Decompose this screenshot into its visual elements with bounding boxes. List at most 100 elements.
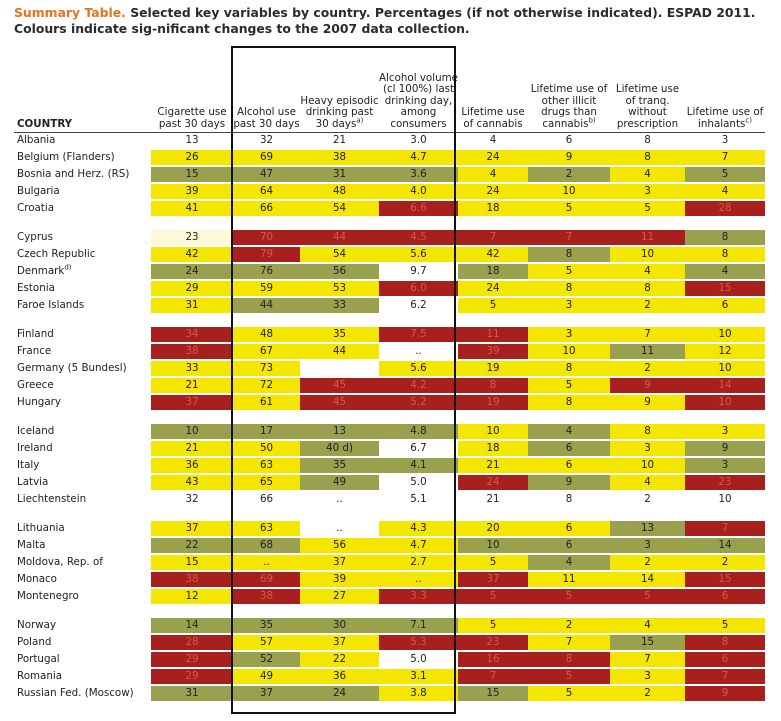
value-cell: 5 [528, 668, 610, 686]
country-name: Lithuania [17, 522, 65, 534]
value-cell: 29 [151, 651, 233, 669]
country-cell: Finland [14, 327, 151, 344]
value-cell: 76 [233, 263, 300, 281]
value-cell: 41 [151, 200, 233, 218]
table-row: Moldova, Rep. of 15.. 37 2.7 5 4 2 2 [14, 554, 765, 572]
value-cell: 56 [300, 263, 379, 281]
value-cell: 8 [528, 394, 610, 412]
country-cell: France [14, 343, 151, 361]
value-cell: 4.7 [379, 537, 458, 555]
table-row: Albania 13 32 21 3.0 4 6 8 3 [14, 132, 765, 150]
value-cell: 38 [233, 588, 300, 606]
group-spacer [14, 314, 765, 327]
value-cell: 2 [528, 618, 610, 635]
value-cell: 29 [151, 668, 233, 686]
value-cell: 7 [528, 634, 610, 652]
value-cell: 66 [233, 200, 300, 218]
value-cell: 4 [610, 618, 685, 635]
col-header-inhalants: Lifetime use of inhalantsc) [685, 50, 765, 133]
value-cell: 18 [458, 200, 528, 218]
value-cell: 38 [151, 343, 233, 361]
value-cell: 63 [233, 521, 300, 538]
value-cell: 6 [528, 457, 610, 475]
value-cell: 9 [685, 685, 765, 703]
value-cell: 8 [610, 132, 685, 150]
table-row: France 38 67 44.. 39 10 11 12 [14, 343, 765, 361]
table-row: Bulgaria 39 64 48 4.0 24 10 3 4 [14, 183, 765, 201]
value-cell: 10 [151, 424, 233, 441]
value-cell: 3.3 [379, 588, 458, 606]
country-name: Estonia [17, 282, 55, 294]
value-cell: 7 [610, 327, 685, 344]
country-cell: Liechtenstein [14, 491, 151, 509]
value-cell: 15 [610, 634, 685, 652]
value-cell: 4 [610, 263, 685, 281]
table-row: Russian Fed. (Moscow) 31 37 24 3.8 15 5 2 9 [14, 685, 765, 703]
value-cell: 4.1 [379, 457, 458, 475]
value-cell: 3.6 [379, 166, 458, 184]
value-cell: 4 [458, 166, 528, 184]
value-cell: 43 [151, 474, 233, 492]
value-cell: 5 [458, 297, 528, 315]
country-name: Romania [17, 670, 63, 682]
value-cell: 12 [151, 588, 233, 606]
country-name: Finland [17, 328, 54, 340]
value-cell: 79 [233, 246, 300, 264]
inhalants-label: Lifetime use of inhalants [686, 106, 764, 130]
value-cell: 37 [151, 521, 233, 538]
value-cell: 7 [458, 230, 528, 247]
value-cell: 8 [610, 149, 685, 167]
value-cell: 23 [685, 474, 765, 492]
table-caption: Summary Table. Selected key variables by… [14, 5, 774, 37]
col-header-illicit-drugs: Lifetime use of other illicit drugs than… [528, 50, 610, 133]
value-cell: 10 [685, 394, 765, 412]
value-cell: 69 [233, 571, 300, 589]
country-name: Montenegro [17, 590, 79, 602]
value-cell: .. [379, 343, 458, 361]
country-cell: Bulgaria [14, 183, 151, 201]
col-header-country: COUNTRY [14, 50, 151, 133]
country-name: Monaco [17, 573, 57, 585]
table-row: Monaco 38 69 39.. 37 11 14 15 [14, 571, 765, 589]
country-cell: Norway [14, 618, 151, 635]
table-row: Faroe Islands 31 44 33 6.2 5 3 2 6 [14, 297, 765, 315]
value-cell: 69 [233, 149, 300, 167]
value-cell: 28 [685, 200, 765, 218]
value-cell: 10 [528, 343, 610, 361]
value-cell: 15 [685, 280, 765, 298]
value-cell: 30 [300, 618, 379, 635]
value-cell: 23 [151, 230, 233, 247]
value-cell: 7 [685, 668, 765, 686]
country-name: Denmark [17, 265, 65, 277]
country-name: Malta [17, 539, 46, 551]
value-cell: 4.3 [379, 521, 458, 538]
value-cell: 33 [300, 297, 379, 315]
value-cell: 72 [233, 377, 300, 395]
country-cell: Greece [14, 377, 151, 395]
value-cell: 59 [233, 280, 300, 298]
value-cell: 21 [151, 440, 233, 458]
value-cell: 3 [685, 132, 765, 150]
value-cell: 54 [300, 200, 379, 218]
country-cell: Iceland [14, 424, 151, 441]
value-cell: 32 [151, 491, 233, 509]
value-cell: 4 [610, 474, 685, 492]
heavy-footnote: a) [356, 116, 364, 125]
value-cell: 2.7 [379, 554, 458, 572]
value-cell: 44 [300, 230, 379, 247]
spacer-cell [14, 411, 765, 424]
value-cell: 37 [233, 685, 300, 703]
value-cell: 20 [458, 521, 528, 538]
value-cell: 10 [610, 246, 685, 264]
value-cell: 19 [458, 394, 528, 412]
table-row: Poland 28 57 37 5.3 23 7 15 8 [14, 634, 765, 652]
value-cell: 5 [458, 618, 528, 635]
value-cell: 26 [151, 149, 233, 167]
country-cell: Poland [14, 634, 151, 652]
illicit-footnote: b) [588, 116, 596, 125]
value-cell: 39 [300, 571, 379, 589]
value-cell: 24 [458, 149, 528, 167]
value-cell: 24 [458, 474, 528, 492]
table-row: Cyprus 23 70 44 4.5 7 7 11 8 [14, 230, 765, 247]
